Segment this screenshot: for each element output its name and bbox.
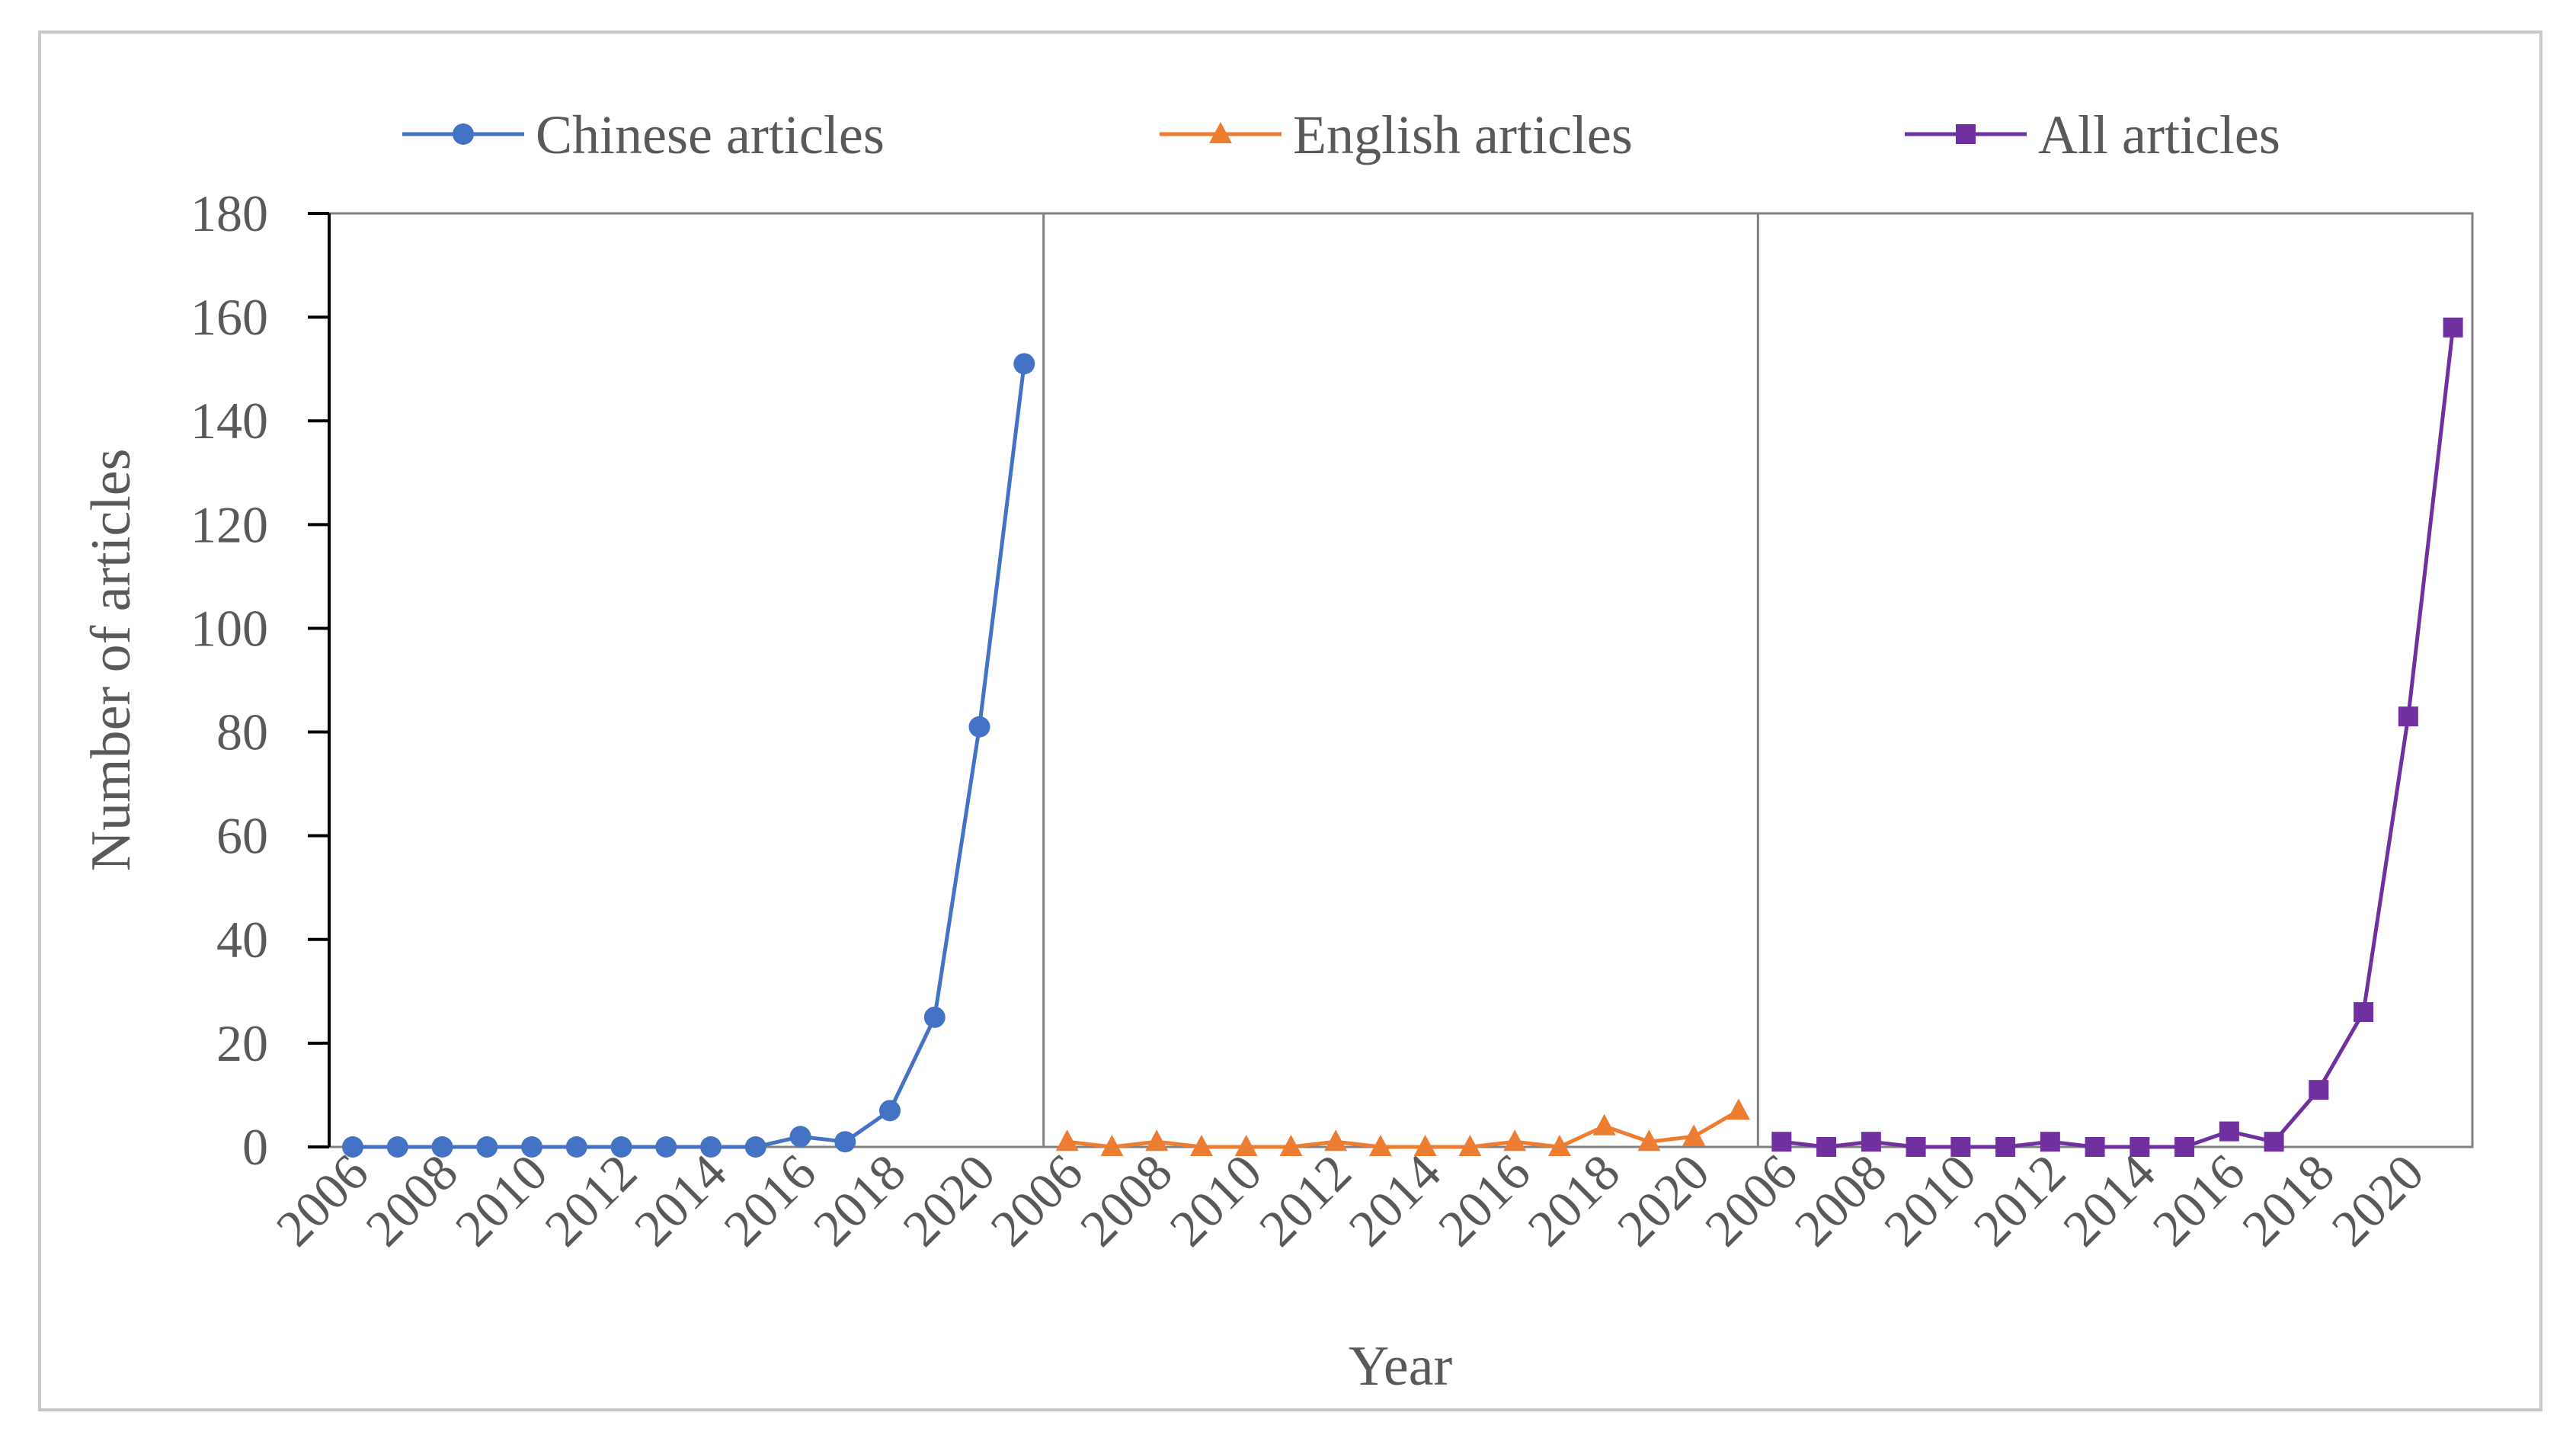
data-point [521, 1136, 542, 1158]
data-point [1950, 1137, 1971, 1157]
data-point [1100, 1135, 1124, 1156]
data-point [2264, 1132, 2284, 1152]
data-point [1055, 1129, 1079, 1152]
data-point [1726, 1098, 1750, 1120]
figure-border [38, 30, 2542, 1411]
data-point [2354, 1002, 2374, 1023]
y-axis-title: Number of articles [80, 449, 142, 872]
data-point [2085, 1137, 2105, 1157]
data-point [1145, 1129, 1169, 1152]
data-point [431, 1136, 453, 1158]
y-tick-label: 60 [216, 807, 268, 865]
y-tick-label: 0 [242, 1118, 268, 1176]
data-point [1234, 1135, 1258, 1156]
legend-item-2: English articles [1160, 104, 1633, 165]
data-point [1592, 1113, 1616, 1135]
data-point [1547, 1135, 1571, 1156]
legend-label: English articles [1293, 104, 1633, 165]
y-tick-label: 140 [190, 392, 268, 450]
series-3 [1771, 317, 2463, 1157]
data-point [1013, 353, 1035, 375]
data-point [1413, 1135, 1437, 1156]
data-point [476, 1136, 498, 1158]
data-point [1906, 1137, 1926, 1157]
data-point [1279, 1135, 1303, 1156]
data-point [2219, 1121, 2239, 1142]
legend-marker [453, 123, 474, 145]
legend-marker [1209, 122, 1232, 143]
series-line-2 [1067, 1109, 1740, 1149]
series-2 [1055, 1098, 1750, 1156]
data-point [386, 1136, 408, 1158]
data-point [1682, 1124, 1706, 1146]
data-point [1189, 1135, 1213, 1156]
data-point [655, 1136, 677, 1158]
data-point [1771, 1132, 1792, 1152]
y-tick-label: 20 [216, 1014, 268, 1072]
series-line-1 [353, 364, 1026, 1149]
data-point [744, 1136, 766, 1158]
data-point [789, 1126, 811, 1148]
data-point [879, 1100, 901, 1122]
data-point [1861, 1132, 1881, 1152]
data-point [565, 1136, 587, 1158]
y-tick-label: 160 [190, 288, 268, 346]
legend: Chinese articles English articles All arti… [402, 104, 2280, 165]
data-point [1503, 1129, 1527, 1152]
y-tick-label: 100 [190, 599, 268, 657]
data-point [2040, 1132, 2060, 1152]
legend-label: All articles [2038, 104, 2280, 165]
data-point [1816, 1137, 1837, 1157]
data-point [2309, 1080, 2329, 1100]
data-point [2130, 1137, 2150, 1157]
data-point [1637, 1129, 1661, 1152]
legend-item-3: All articles [1905, 104, 2280, 165]
data-point [342, 1136, 363, 1158]
data-point [968, 716, 990, 738]
series-area [342, 317, 2463, 1158]
data-point [2174, 1137, 2195, 1157]
y-tick-label: 80 [216, 703, 268, 761]
x-axis-title: Year [1349, 1335, 1452, 1398]
y-tick-label: 40 [216, 911, 268, 969]
data-point [1324, 1129, 1348, 1152]
legend-item-1: Chinese articles [402, 104, 885, 165]
data-point [700, 1136, 722, 1158]
legend-marker [1956, 124, 1976, 144]
data-point [834, 1131, 856, 1153]
series-line-3 [1781, 327, 2456, 1149]
data-point [923, 1006, 946, 1028]
data-point [1995, 1137, 2016, 1157]
legend-label: Chinese articles [536, 104, 885, 165]
y-axis: 0 20 40 60 80 100 120 140 160 180 [190, 184, 331, 1176]
data-point [2443, 317, 2463, 338]
data-point [1458, 1135, 1482, 1156]
data-point [610, 1136, 632, 1158]
y-tick-label: 120 [190, 495, 268, 553]
series-1 [342, 353, 1035, 1158]
data-point [2398, 706, 2418, 727]
data-point [1368, 1135, 1392, 1156]
y-tick-label: 180 [190, 184, 268, 242]
